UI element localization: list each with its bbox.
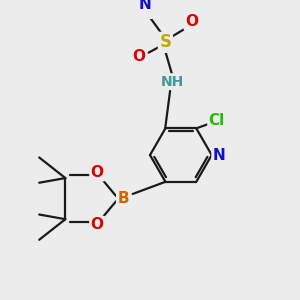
Text: O: O [133,49,146,64]
Text: O: O [91,165,104,180]
Text: N: N [213,148,226,163]
Text: S: S [159,33,171,51]
Text: Cl: Cl [209,113,225,128]
Text: NH: NH [160,75,184,88]
Text: B: B [118,191,129,206]
Text: N: N [139,0,151,12]
Text: O: O [185,14,198,29]
Text: O: O [91,217,104,232]
